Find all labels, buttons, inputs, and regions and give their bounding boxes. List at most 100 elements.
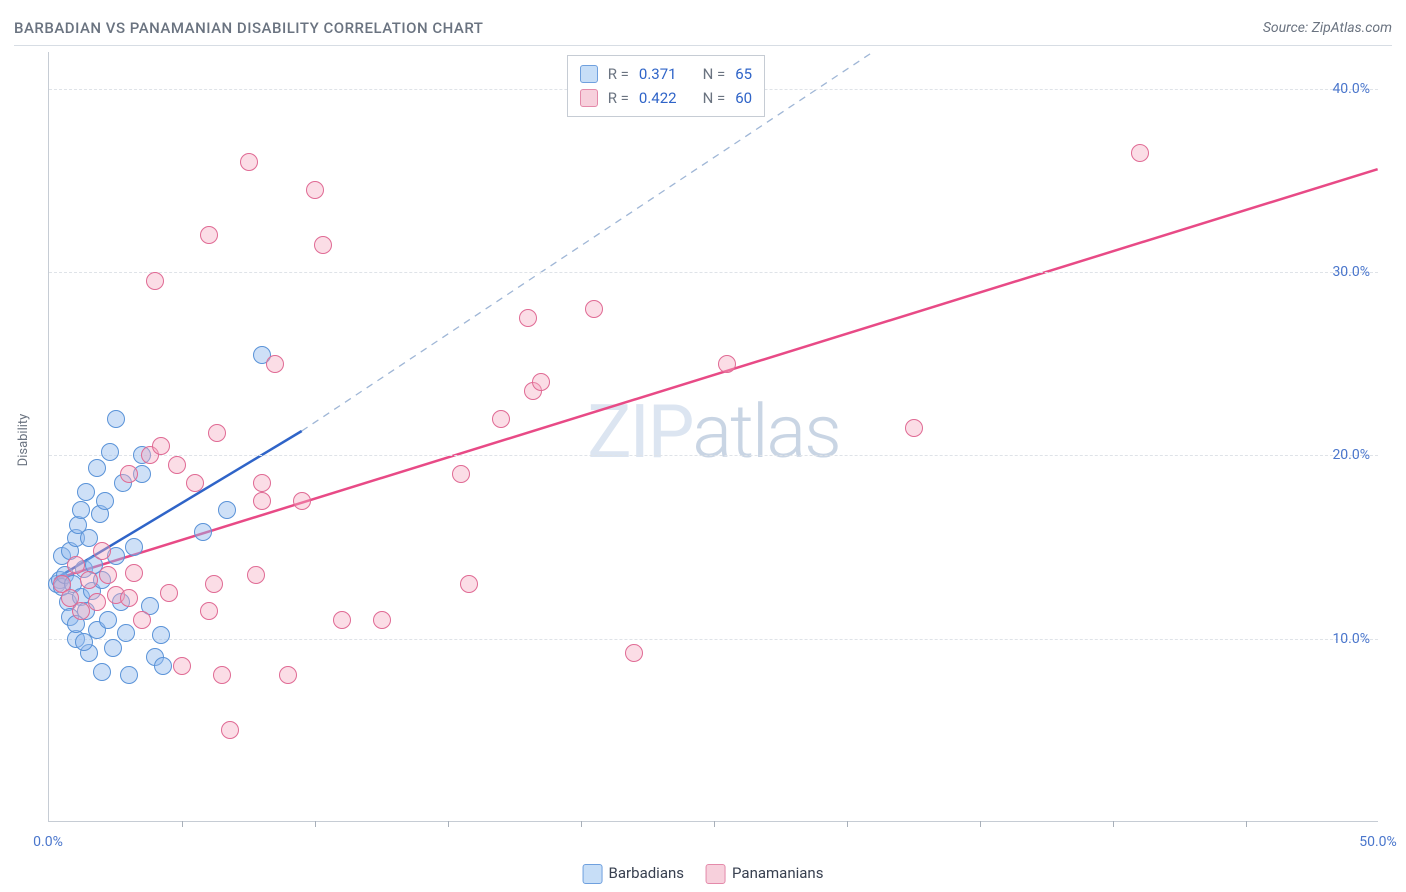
scatter-point-blue bbox=[194, 523, 212, 541]
scatter-point-pink bbox=[279, 666, 297, 684]
scatter-point-pink bbox=[80, 571, 98, 589]
legend-swatch bbox=[580, 89, 598, 107]
scatter-point-blue bbox=[120, 666, 138, 684]
scatter-point-pink bbox=[173, 657, 191, 675]
scatter-point-pink bbox=[293, 492, 311, 510]
legend-n-label: N = bbox=[703, 62, 726, 86]
scatter-point-blue bbox=[154, 657, 172, 675]
scatter-point-blue bbox=[152, 626, 170, 644]
scatter-point-pink bbox=[1131, 144, 1149, 162]
scatter-point-pink bbox=[253, 474, 271, 492]
scatter-point-pink bbox=[306, 181, 324, 199]
x-tick bbox=[847, 821, 848, 827]
scatter-point-blue bbox=[96, 492, 114, 510]
legend-n-label: N = bbox=[703, 86, 726, 110]
legend-bottom: Barbadians Panamanians bbox=[583, 864, 824, 884]
scatter-point-pink bbox=[247, 566, 265, 584]
scatter-point-pink bbox=[519, 309, 537, 327]
scatter-point-pink bbox=[120, 589, 138, 607]
scatter-point-pink bbox=[253, 492, 271, 510]
scatter-point-pink bbox=[460, 575, 478, 593]
scatter-point-pink bbox=[99, 566, 117, 584]
x-tick bbox=[448, 821, 449, 827]
scatter-point-blue bbox=[75, 633, 93, 651]
scatter-point-pink bbox=[200, 226, 218, 244]
scatter-point-pink bbox=[532, 373, 550, 391]
scatter-point-pink bbox=[125, 564, 143, 582]
scatter-point-pink bbox=[452, 465, 470, 483]
x-tick bbox=[1113, 821, 1114, 827]
legend-r-value: 0.371 bbox=[639, 62, 677, 86]
x-tick bbox=[581, 821, 582, 827]
gridline-h bbox=[49, 272, 1378, 273]
legend-n-value: 65 bbox=[735, 62, 752, 86]
scatter-point-blue bbox=[107, 410, 125, 428]
scatter-point-pink bbox=[160, 584, 178, 602]
y-tick-label: 40.0% bbox=[1332, 81, 1370, 97]
scatter-point-blue bbox=[104, 639, 122, 657]
scatter-point-pink bbox=[221, 721, 239, 739]
x-tick-label: 50.0% bbox=[1359, 834, 1397, 850]
scatter-point-pink bbox=[72, 602, 90, 620]
x-tick bbox=[980, 821, 981, 827]
scatter-point-blue bbox=[77, 483, 95, 501]
scatter-point-blue bbox=[101, 443, 119, 461]
plot-area: ZIPatlas 10.0% 20.0% 30.0% 40.0% bbox=[48, 52, 1378, 822]
scatter-point-blue bbox=[93, 663, 111, 681]
y-tick-label: 30.0% bbox=[1332, 264, 1370, 280]
x-tick bbox=[1246, 821, 1247, 827]
scatter-point-pink bbox=[205, 575, 223, 593]
scatter-point-pink bbox=[373, 611, 391, 629]
y-axis-title: Disability bbox=[16, 414, 31, 467]
legend-stats-row: R = 0.371 N = 65 bbox=[580, 62, 752, 86]
scatter-point-pink bbox=[718, 355, 736, 373]
scatter-point-pink bbox=[208, 424, 226, 442]
scatter-point-blue bbox=[125, 538, 143, 556]
scatter-point-pink bbox=[120, 465, 138, 483]
legend-r-label: R = bbox=[608, 62, 629, 86]
legend-swatch bbox=[583, 864, 603, 884]
x-tick bbox=[714, 821, 715, 827]
scatter-point-pink bbox=[585, 300, 603, 318]
scatter-point-pink bbox=[213, 666, 231, 684]
scatter-point-pink bbox=[88, 593, 106, 611]
gridline-h bbox=[49, 639, 1378, 640]
scatter-point-blue bbox=[88, 459, 106, 477]
legend-item: Barbadians bbox=[583, 864, 684, 884]
chart-header: BARBADIAN VS PANAMANIAN DISABILITY CORRE… bbox=[14, 10, 1392, 46]
x-tick bbox=[182, 821, 183, 827]
chart-source: Source: ZipAtlas.com bbox=[1263, 20, 1392, 36]
legend-label: Panamanians bbox=[732, 864, 823, 882]
legend-label: Barbadians bbox=[609, 864, 684, 882]
scatter-point-pink bbox=[240, 153, 258, 171]
legend-r-label: R = bbox=[608, 86, 629, 110]
y-tick-label: 10.0% bbox=[1332, 631, 1370, 647]
scatter-point-pink bbox=[266, 355, 284, 373]
chart-title: BARBADIAN VS PANAMANIAN DISABILITY CORRE… bbox=[14, 19, 483, 37]
scatter-point-pink bbox=[200, 602, 218, 620]
scatter-point-pink bbox=[492, 410, 510, 428]
scatter-point-blue bbox=[117, 624, 135, 642]
scatter-point-pink bbox=[152, 437, 170, 455]
scatter-point-pink bbox=[93, 542, 111, 560]
legend-n-value: 60 bbox=[735, 86, 752, 110]
scatter-point-pink bbox=[905, 419, 923, 437]
scatter-point-pink bbox=[133, 611, 151, 629]
legend-swatch bbox=[580, 65, 598, 83]
legend-stats: R =0.371N =65R =0.422N =60 bbox=[567, 55, 765, 117]
scatter-point-blue bbox=[72, 501, 90, 519]
legend-item: Panamanians bbox=[706, 864, 823, 884]
scatter-point-pink bbox=[625, 644, 643, 662]
scatter-point-pink bbox=[333, 611, 351, 629]
scatter-point-pink bbox=[186, 474, 204, 492]
scatter-point-blue bbox=[99, 611, 117, 629]
y-tick-label: 20.0% bbox=[1332, 447, 1370, 463]
legend-stats-row: R =0.422N =60 bbox=[580, 86, 752, 110]
x-tick-label: 0.0% bbox=[33, 834, 63, 850]
scatter-point-blue bbox=[218, 501, 236, 519]
scatter-point-pink bbox=[146, 272, 164, 290]
x-tick bbox=[315, 821, 316, 827]
legend-swatch bbox=[706, 864, 726, 884]
watermark: ZIPatlas bbox=[587, 389, 839, 476]
gridline-h bbox=[49, 455, 1378, 456]
